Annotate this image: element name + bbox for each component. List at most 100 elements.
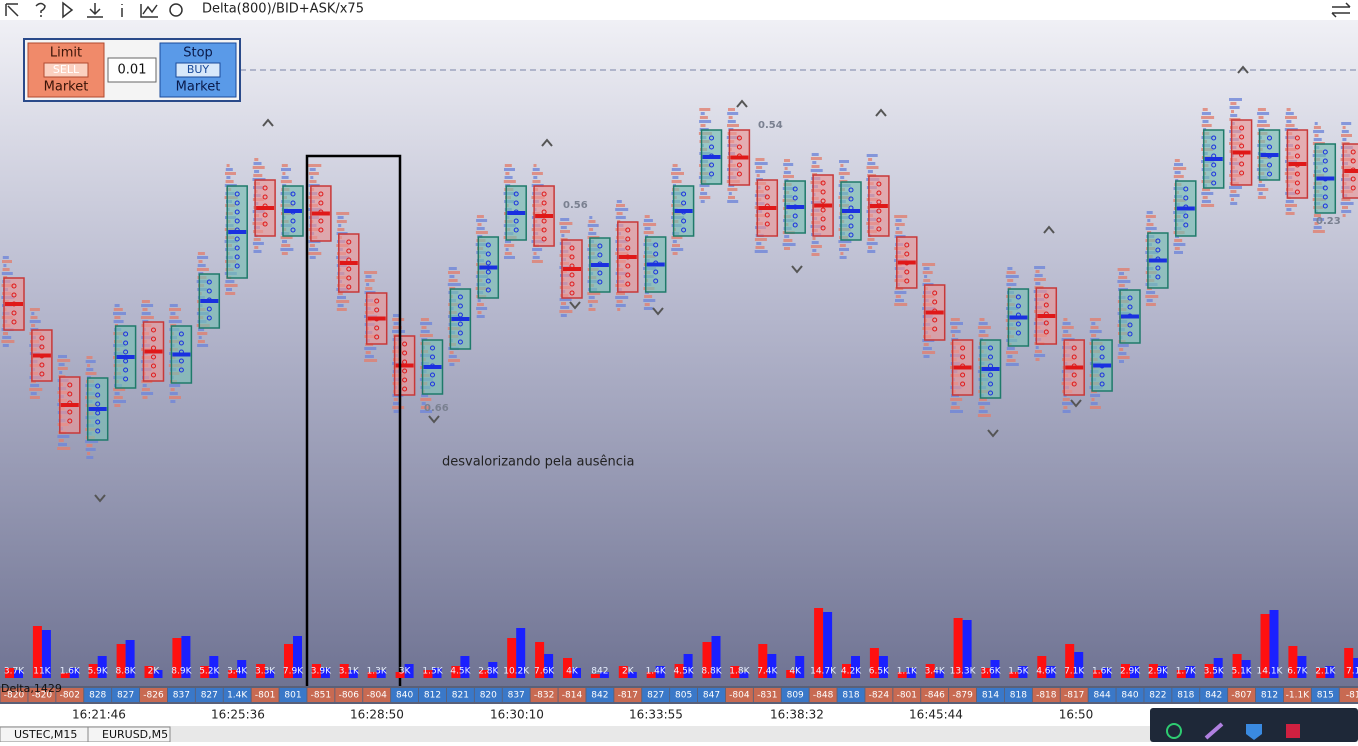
- tray-icon[interactable]: [1204, 722, 1224, 740]
- profile-bar: [727, 120, 736, 123]
- profile-bar: [1231, 198, 1234, 201]
- volume-label: 3.1K: [339, 667, 360, 677]
- profile-bar: [560, 218, 570, 221]
- profile-bar: [1117, 356, 1130, 359]
- profile-bar: [504, 256, 515, 259]
- imbalance-dot: [1239, 170, 1245, 176]
- lot-input[interactable]: [107, 57, 157, 83]
- imbalance-dot: [457, 294, 463, 300]
- footprint-candle: [280, 164, 304, 255]
- profile-bar: [1201, 116, 1215, 119]
- imbalance-dot: [1211, 144, 1217, 150]
- imbalance-dot: [1211, 180, 1217, 186]
- profile-bar: [812, 237, 816, 240]
- sell-volume-bar: [1316, 668, 1326, 678]
- profile-bar: [476, 315, 485, 318]
- buy-market[interactable]: Market: [176, 80, 221, 95]
- buy-stop[interactable]: Stop: [183, 46, 213, 61]
- delta-label: 812: [424, 691, 441, 701]
- poc-line: [1260, 153, 1279, 157]
- icon-settings[interactable]: [169, 3, 183, 17]
- profile-bar: [838, 240, 852, 243]
- imbalance-dot: [402, 341, 408, 347]
- imbalance-dot: [932, 308, 938, 314]
- footprint-candle: [866, 154, 890, 253]
- time-label: 16:25:36: [211, 708, 265, 722]
- volume-label: 6.5K: [869, 667, 890, 677]
- tray-icon[interactable]: [1246, 724, 1262, 740]
- imbalance-dot: [988, 381, 993, 387]
- profile-bar: [196, 268, 209, 271]
- footprint-candle: [29, 308, 53, 399]
- imbalance-dot: [876, 190, 882, 196]
- delta-label: -807: [1231, 691, 1251, 701]
- imbalance-dot: [988, 363, 993, 369]
- imbalance-dot: [681, 191, 687, 197]
- imbalance-dot: [904, 242, 910, 248]
- profile-bar: [281, 252, 288, 255]
- sell-market[interactable]: Market: [44, 80, 89, 95]
- imbalance-dot: [262, 203, 268, 209]
- poc-line: [32, 353, 51, 358]
- imbalance-dot: [457, 303, 463, 309]
- profile-bar: [1202, 120, 1209, 123]
- profile-bar: [476, 307, 488, 310]
- poc-line: [1288, 162, 1307, 166]
- lot-value[interactable]: 0.01: [118, 63, 147, 78]
- volume-label: 1.6K: [60, 667, 81, 677]
- tray-icon[interactable]: [1286, 724, 1300, 738]
- footprint-candle: [1173, 159, 1197, 254]
- tab-label[interactable]: USTEC,M15: [14, 728, 77, 741]
- profile-bar: [643, 223, 657, 226]
- volume-label: 4K: [566, 667, 579, 677]
- profile-bar: [58, 443, 67, 446]
- buy-volume-bar: [293, 636, 302, 678]
- imbalance-dot: [625, 245, 631, 251]
- time-label: 16:45:44: [909, 708, 963, 722]
- imbalance-dot: [374, 307, 380, 313]
- delta-cell: [419, 688, 446, 702]
- sell-limit[interactable]: Limit: [50, 46, 82, 61]
- imbalance-dot: [1183, 195, 1189, 201]
- imbalance-dot: [1015, 294, 1021, 300]
- icon-download[interactable]: [87, 3, 103, 18]
- poc-line: [869, 204, 888, 208]
- tab-label[interactable]: EURUSD,M5: [102, 728, 168, 741]
- imbalance-dot: [653, 251, 659, 257]
- profile-bar: [141, 300, 150, 303]
- delta-cell: [502, 688, 530, 702]
- imbalance-dot: [764, 221, 770, 227]
- profile-bar: [866, 154, 878, 157]
- profile-bar: [1202, 188, 1211, 191]
- icon-switch[interactable]: [1331, 2, 1351, 18]
- volume-label: 2K: [148, 667, 161, 677]
- poc-line: [702, 155, 721, 159]
- icon-play[interactable]: [62, 1, 74, 19]
- imbalance-dot: [39, 344, 45, 350]
- imbalance-dot: [1183, 222, 1189, 228]
- buy-volume-bar: [265, 670, 275, 678]
- profile-bar: [448, 279, 458, 282]
- profile-bar: [922, 351, 936, 354]
- imbalance-dot: [11, 292, 17, 298]
- icon-cursor[interactable]: [5, 3, 19, 17]
- imbalance-dot: [1239, 125, 1245, 131]
- imbalance-dot: [11, 310, 17, 316]
- profile-bar: [393, 314, 401, 317]
- tray-icon[interactable]: [1166, 723, 1182, 739]
- profile-bar: [1089, 406, 1101, 409]
- profile-bar: [1341, 134, 1352, 137]
- profile-bar: [616, 300, 623, 303]
- delta-label: -824: [869, 691, 890, 701]
- profile-bar: [114, 316, 121, 319]
- delta-label: -817: [1064, 691, 1084, 701]
- imbalance-dot: [1322, 149, 1328, 155]
- profile-bar: [58, 363, 65, 366]
- profile-bar: [1286, 108, 1291, 111]
- icon-indicator[interactable]: [140, 4, 158, 18]
- imbalance-dot: [1015, 312, 1021, 318]
- imbalance-dot: [513, 227, 519, 233]
- delta-cell: [446, 688, 474, 702]
- icon-help[interactable]: [35, 2, 46, 18]
- profile-bar: [1174, 171, 1181, 174]
